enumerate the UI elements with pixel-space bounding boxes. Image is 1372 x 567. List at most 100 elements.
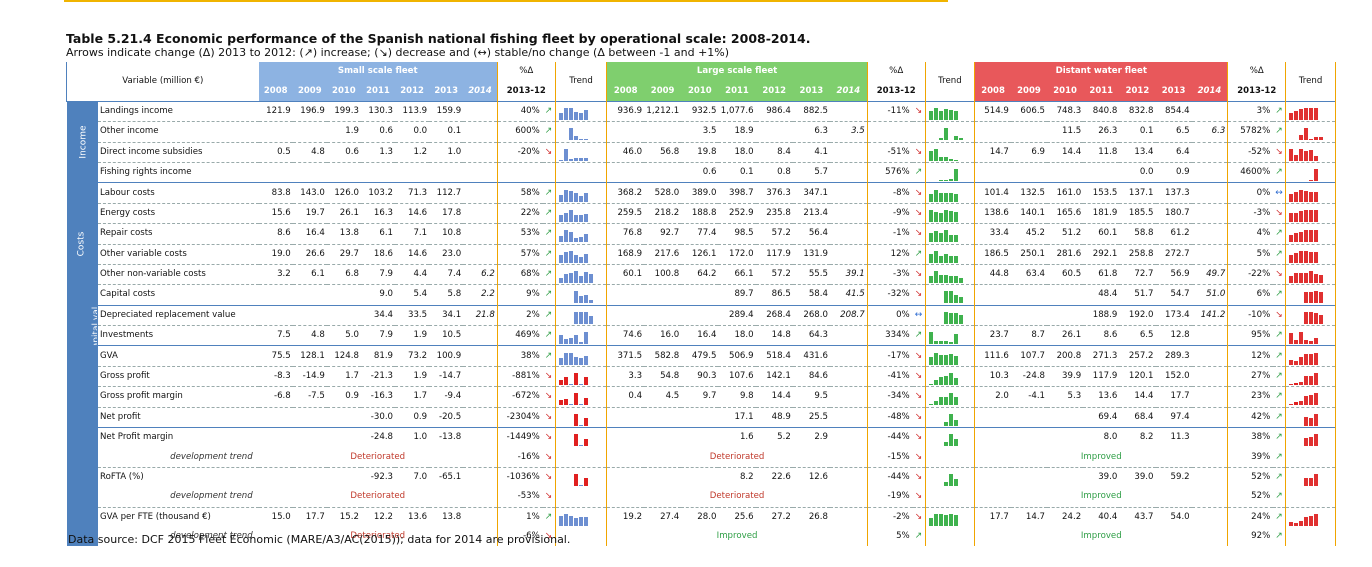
trend-bar <box>583 192 588 202</box>
distant-value-2014 <box>1191 325 1228 346</box>
trend-bar <box>578 516 583 526</box>
distant-value-2009: 6.9 <box>1010 141 1048 163</box>
small-value-2013: -9.4 <box>429 386 464 408</box>
large-value-2013: 431.6 <box>792 345 830 367</box>
small-value-2011: 18.6 <box>360 243 396 265</box>
trend-bar <box>928 193 933 202</box>
trend-bar <box>1294 252 1299 263</box>
trend-bar <box>1309 139 1314 141</box>
large-scale-header: Large scale fleet <box>606 62 868 82</box>
trend-bar <box>948 373 953 386</box>
small-value-2008 <box>258 427 293 448</box>
distant-value-2012: 137.1 <box>1119 182 1156 204</box>
large-value-2013: 25.5 <box>792 406 830 428</box>
distant-year-2012: 2012 <box>1119 81 1156 102</box>
distant-value-2010: 11.5 <box>1047 121 1084 143</box>
distant-value-2009 <box>1010 427 1048 448</box>
large-value-2008 <box>606 121 645 143</box>
stable-arrow-icon: ↔ <box>912 304 926 326</box>
decrease-arrow-icon: ↘ <box>544 491 553 502</box>
small-pct-change: 53% <box>496 223 543 245</box>
small-pct-change: -881% <box>496 365 543 387</box>
large-pct-change: 12% <box>866 243 913 265</box>
trend-bar <box>573 214 578 222</box>
distant-value-2008: 17.7 <box>974 506 1011 527</box>
small-value-2012: 113.9 <box>395 100 430 122</box>
trend-bar <box>1294 383 1299 386</box>
trend-bar <box>1309 292 1314 304</box>
small-value-2009: 128.1 <box>292 345 327 367</box>
large-trend-sparkline <box>924 386 975 408</box>
large-value-2012: 14.4 <box>755 386 793 408</box>
decrease-arrow-icon: ↘ <box>542 466 556 488</box>
trend-bar <box>1304 250 1309 263</box>
trend-bar <box>588 274 593 284</box>
increase-arrow-icon: ↗ <box>542 506 556 527</box>
small-value-2009: 19.7 <box>292 202 327 224</box>
large-value-2009 <box>644 466 682 488</box>
trend-bar <box>1314 474 1319 486</box>
development-trend-row: development trend Deteriorated -53% ↘ Deteri… <box>67 487 1336 508</box>
large-pct-change: -44% <box>866 466 913 488</box>
small-pct-change: -1449% <box>496 427 543 448</box>
small-value-2009: 6.1 <box>292 263 327 285</box>
large-value-2008: 368.2 <box>606 182 645 204</box>
trend-bar <box>573 291 578 304</box>
large-value-2010: 90.3 <box>681 365 719 387</box>
trend-bar <box>943 514 948 526</box>
trend-bar <box>948 312 953 324</box>
trend-bar <box>583 295 588 304</box>
trend-bar <box>938 341 943 345</box>
small-value-2009 <box>292 121 327 143</box>
section-label: Costs <box>66 182 98 306</box>
large-value-2009 <box>644 427 682 448</box>
trend-bar <box>1314 191 1319 202</box>
large-trend-sparkline <box>924 325 975 346</box>
decrease-arrow-icon: ↘ <box>912 345 926 367</box>
trend-bar <box>558 335 563 345</box>
trend-bar <box>583 478 588 486</box>
trend-bar <box>1314 434 1319 447</box>
small-value-2011: -21.3 <box>360 365 396 387</box>
trend-bar <box>933 231 938 243</box>
small-value-2011: 9.0 <box>360 284 396 306</box>
distant-trend-sparkline <box>1285 284 1336 306</box>
trend-bar <box>928 384 933 386</box>
small-value-2010: 13.8 <box>326 223 361 245</box>
large-year-2008: 2008 <box>606 81 645 102</box>
distant-value-2012: 51.7 <box>1119 284 1156 306</box>
section-label-text: Costs <box>76 231 87 256</box>
large-value-2010: 77.4 <box>681 223 719 245</box>
large-value-2011: 66.1 <box>718 263 756 285</box>
small-trend-sparkline <box>554 345 607 367</box>
small-value-2010 <box>326 466 361 488</box>
small-year-2014: 2014 <box>463 81 498 102</box>
trend-bar <box>1314 251 1319 263</box>
large-value-2013: 58.4 <box>792 284 830 306</box>
trend-bar <box>573 393 578 406</box>
increase-arrow-icon: ↗ <box>1273 345 1286 367</box>
trend-bar <box>573 413 578 426</box>
trend-bar <box>1319 314 1324 324</box>
trend-bar <box>933 211 938 222</box>
small-value-2008: 0.5 <box>258 141 293 163</box>
small-value-2011: 16.3 <box>360 202 396 224</box>
distant-trend-sparkline <box>1285 141 1336 163</box>
distant-value-2010 <box>1047 466 1084 488</box>
large-value-2008 <box>606 284 645 306</box>
distant-development-status: Improved <box>974 526 1228 547</box>
small-pct-change: -2304% <box>496 406 543 428</box>
small-pct-change: 9% <box>496 284 543 306</box>
increase-arrow-icon: ↗ <box>1273 386 1286 408</box>
variable-label: Fishing rights income <box>96 161 259 183</box>
large-value-2011: 18.0 <box>718 141 756 163</box>
trend-bar <box>948 255 953 263</box>
small-pct-header: %Δ <box>496 62 556 82</box>
distant-value-2008: 44.8 <box>974 263 1011 285</box>
small-value-2011: 130.3 <box>360 100 396 122</box>
distant-value-2010: 51.2 <box>1047 223 1084 245</box>
trend-bar <box>953 479 958 486</box>
trend-bar <box>1314 209 1319 222</box>
table-row: Profitability and development trendsNet … <box>66 427 1336 547</box>
trend-bar <box>573 517 578 526</box>
